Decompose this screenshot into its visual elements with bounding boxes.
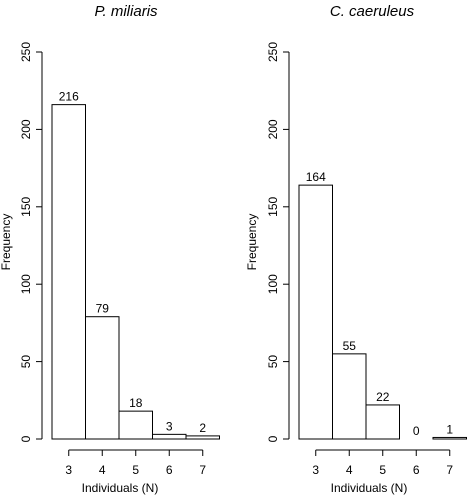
- bar: [185, 435, 220, 440]
- bar-value-label: 79: [96, 302, 110, 316]
- x-tick-label: 5: [379, 463, 386, 477]
- bar-value-label: 18: [129, 396, 143, 410]
- y-tick-label: 150: [266, 196, 280, 216]
- y-tick-label: 100: [19, 274, 33, 294]
- x-tick-label: 7: [199, 463, 206, 477]
- bar: [298, 184, 333, 440]
- y-tick-label: 150: [19, 196, 33, 216]
- x-tick-label: 4: [99, 463, 106, 477]
- panel-c-caeruleus: C. caeruleus Frequency Individuals (N) 0…: [245, 3, 467, 495]
- x-tick-label: 5: [132, 463, 139, 477]
- x-tick-label: 6: [166, 463, 173, 477]
- bar: [118, 410, 153, 440]
- panel-p-miliaris: P. miliaris Frequency Individuals (N) 0 5…: [0, 3, 220, 495]
- y-tick-label: 50: [266, 355, 280, 369]
- bar: [432, 436, 467, 440]
- bar-value-label: 22: [376, 390, 390, 404]
- y-axis-label: Frequency: [245, 214, 259, 271]
- bar-value-label: 0: [413, 424, 420, 438]
- chart-title: C. caeruleus: [330, 3, 415, 20]
- y-tick-label: 0: [266, 435, 280, 442]
- y-tick-label: 100: [266, 274, 280, 294]
- bar: [332, 353, 367, 440]
- bar: [365, 404, 400, 440]
- y-tick-label: 50: [19, 355, 33, 369]
- y-axis-label: Frequency: [0, 214, 13, 271]
- bar-value-label: 1: [446, 422, 453, 436]
- bar: [51, 104, 86, 440]
- y-tick-label: 200: [266, 119, 280, 139]
- x-tick-label: 7: [446, 463, 453, 477]
- y-tick-label: 250: [266, 42, 280, 62]
- chart-title: P. miliaris: [94, 3, 158, 20]
- y-tick-label: 0: [19, 435, 33, 442]
- bar-value-label: 3: [166, 419, 173, 433]
- bar: [85, 316, 120, 440]
- bar-value-label: 216: [59, 90, 79, 104]
- x-axis-label: Individuals (N): [82, 481, 159, 495]
- y-tick-label: 250: [19, 42, 33, 62]
- x-tick-label: 6: [413, 463, 420, 477]
- bar-value-label: 2: [199, 421, 206, 435]
- y-tick-label: 200: [19, 119, 33, 139]
- x-tick-label: 3: [312, 463, 319, 477]
- x-tick-label: 3: [65, 463, 72, 477]
- bar-value-label: 55: [343, 339, 357, 353]
- x-axis-label: Individuals (N): [331, 481, 408, 495]
- bar-value-label: 164: [306, 170, 326, 184]
- x-tick-label: 4: [346, 463, 353, 477]
- bar: [152, 433, 187, 440]
